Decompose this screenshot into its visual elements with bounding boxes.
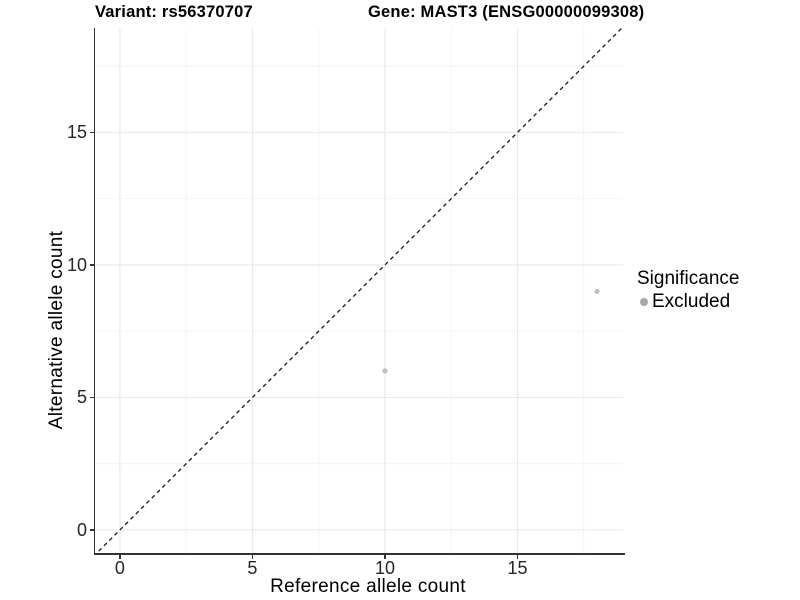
plot-canvas (95, 28, 623, 553)
legend: Significance Excluded (637, 268, 739, 313)
y-tick-mark (89, 131, 94, 134)
y-tick-label: 15 (66, 122, 87, 143)
x-tick-mark (384, 554, 386, 559)
y-tick-label: 10 (66, 254, 87, 275)
x-axis-line (93, 553, 625, 555)
y-tick-label: 0 (76, 519, 87, 540)
y-tick-label: 5 (76, 387, 87, 408)
y-tick-mark (89, 396, 94, 399)
legend-point-icon (640, 298, 648, 306)
identity-dashed-line (95, 28, 623, 553)
data-point (594, 288, 600, 295)
plot-panel (95, 28, 623, 553)
y-axis-line (93, 28, 95, 555)
x-tick-label: 5 (247, 558, 258, 578)
plot-title-variant: Variant: rs56370707 (95, 3, 253, 21)
x-tick-mark (251, 554, 254, 559)
legend-item-label: Excluded (652, 291, 731, 312)
plot-title-gene: Gene: MAST3 (ENSG00000099308) (368, 3, 645, 21)
y-axis-title: Alternative allele count (46, 230, 67, 430)
x-axis-title: Reference allele count (270, 576, 466, 597)
x-tick-mark (516, 554, 519, 559)
x-tick-label: 10 (374, 558, 395, 578)
x-tick-label: 0 (114, 558, 125, 578)
y-tick-mark (89, 264, 94, 266)
data-point (382, 368, 388, 374)
y-tick-mark (89, 529, 94, 531)
x-tick-mark (119, 554, 121, 559)
legend-item-excluded: Excluded (637, 291, 739, 313)
legend-title: Significance (637, 268, 740, 289)
x-tick-label: 15 (507, 558, 528, 578)
